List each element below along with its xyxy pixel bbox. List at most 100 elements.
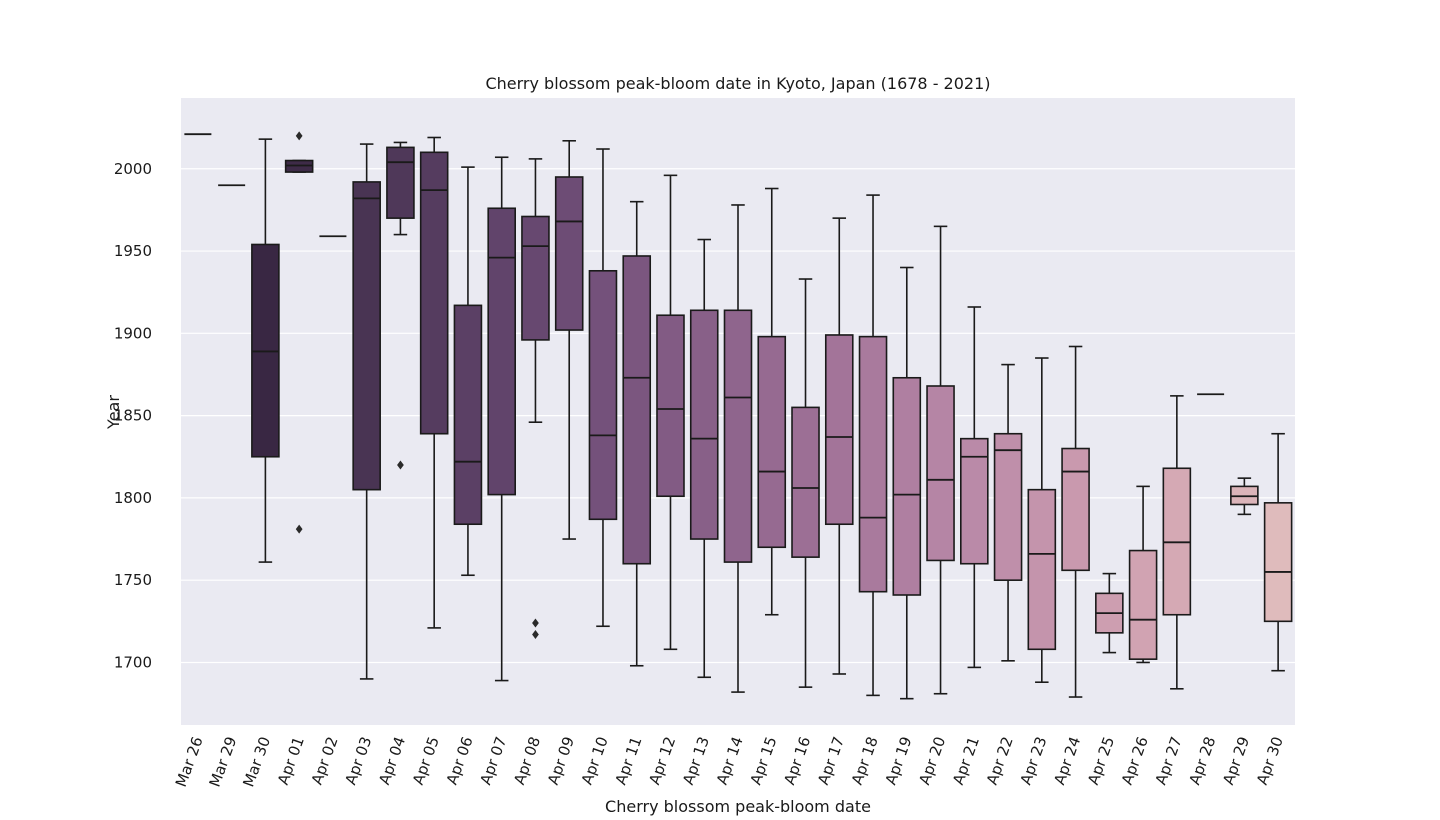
box-group (656, 174, 685, 651)
outlier-point (532, 618, 539, 628)
box-body (352, 181, 381, 491)
box-body (386, 146, 415, 219)
y-tick-label: 2000 (114, 160, 152, 178)
box-body (926, 385, 955, 562)
box-body (993, 432, 1023, 581)
x-tick-label: Apr 02 (308, 734, 342, 787)
x-tick-label: Apr 26 (1118, 734, 1152, 787)
box-body (521, 215, 550, 341)
box-body (1263, 502, 1293, 623)
x-tick-label: Apr 19 (882, 734, 916, 787)
y-tick-label: 1800 (114, 489, 152, 507)
box-group (386, 141, 415, 470)
box-group (1230, 477, 1259, 516)
box-group (1263, 432, 1293, 672)
box-body (858, 335, 888, 593)
box-group (1095, 572, 1124, 654)
box-group (689, 238, 719, 679)
x-tick-label: Apr 23 (1017, 734, 1051, 787)
box-group (352, 143, 381, 680)
box-body (1061, 447, 1090, 572)
box-group (521, 158, 550, 639)
outlier-point (295, 131, 303, 141)
chart-title: Cherry blossom peak-bloom date in Kyoto,… (485, 74, 990, 93)
y-tick-label: 1950 (114, 242, 152, 260)
box-body (723, 309, 753, 563)
outlier-point (397, 460, 404, 470)
x-tick-label: Apr 12 (645, 734, 679, 787)
x-tick-label: Mar 29 (206, 734, 241, 789)
x-tick-label: Apr 14 (713, 734, 747, 787)
x-tick-label: Apr 15 (747, 734, 781, 787)
x-tick-label: Apr 29 (1219, 734, 1253, 787)
box-body (689, 309, 719, 540)
y-axis-label: Year (104, 395, 123, 430)
box-group (824, 217, 854, 675)
box-group (453, 166, 483, 577)
x-tick-label: Apr 16 (780, 734, 814, 787)
box-group (1162, 395, 1192, 690)
x-tick-label: Apr 10 (578, 734, 612, 787)
box-group (1128, 485, 1158, 664)
box-body (892, 376, 922, 596)
x-tick-label: Apr 11 (612, 734, 646, 787)
x-tick-label: Apr 13 (679, 734, 713, 787)
box-body (1027, 488, 1057, 651)
y-axis-ticks: 1700 1750 1800 1850 1900 1950 2000 (114, 160, 152, 672)
y-tick-label: 1700 (114, 653, 152, 671)
x-tick-label: Apr 22 (983, 734, 1017, 787)
box-body (757, 335, 787, 549)
box-body (959, 437, 989, 565)
box-group (791, 278, 820, 688)
box-series (184, 131, 1293, 700)
x-tick-label: Apr 05 (409, 734, 443, 787)
x-tick-label: Apr 03 (341, 734, 375, 787)
x-tick-label: Apr 27 (1152, 734, 1186, 787)
box-group (926, 225, 955, 695)
x-tick-label: Apr 20 (915, 734, 949, 787)
x-tick-label: Mar 26 (172, 734, 207, 789)
box-body (453, 304, 483, 526)
box-body (554, 176, 584, 331)
box-group (892, 266, 922, 700)
box-group (554, 139, 584, 540)
box-group (723, 204, 753, 693)
box-body (487, 207, 516, 496)
x-axis-label: Cherry blossom peak-bloom date (605, 797, 871, 816)
box-body (656, 314, 685, 498)
x-tick-label: Apr 17 (814, 734, 848, 787)
box-group (588, 148, 618, 628)
x-tick-label: Apr 06 (443, 734, 477, 787)
outlier-point (532, 629, 539, 639)
box-group (757, 187, 787, 616)
x-tick-label: Apr 25 (1084, 734, 1118, 787)
box-body (1128, 549, 1158, 660)
x-tick-label: Mar 30 (239, 734, 274, 789)
box-group (993, 363, 1023, 662)
y-tick-label: 1900 (114, 324, 152, 342)
x-axis-ticks: Mar 26 Mar 29 Mar 30 Apr 01 Apr 02 Apr 03 Apr … (172, 734, 1287, 789)
outlier-point (295, 524, 303, 534)
x-tick-label: Apr 08 (510, 734, 544, 787)
x-tick-label: Apr 01 (274, 734, 308, 787)
box-group (487, 156, 516, 682)
x-tick-label: Apr 24 (1050, 734, 1084, 787)
box-group (1027, 357, 1057, 684)
y-tick-label: 1750 (114, 571, 152, 589)
box-group (622, 200, 652, 667)
box-body (824, 334, 854, 526)
x-tick-label: Apr 09 (544, 734, 578, 787)
box-body (622, 255, 652, 565)
box-group (251, 138, 280, 563)
box-body (419, 151, 449, 435)
x-tick-label: Apr 28 (1185, 734, 1219, 787)
x-tick-label: Apr 07 (477, 734, 511, 787)
box-group (419, 136, 449, 629)
x-tick-label: Apr 21 (949, 734, 983, 787)
box-group (959, 306, 989, 669)
box-body (588, 269, 618, 521)
x-tick-label: Apr 30 (1253, 734, 1287, 787)
box-body (791, 406, 820, 558)
box-group (284, 131, 314, 534)
